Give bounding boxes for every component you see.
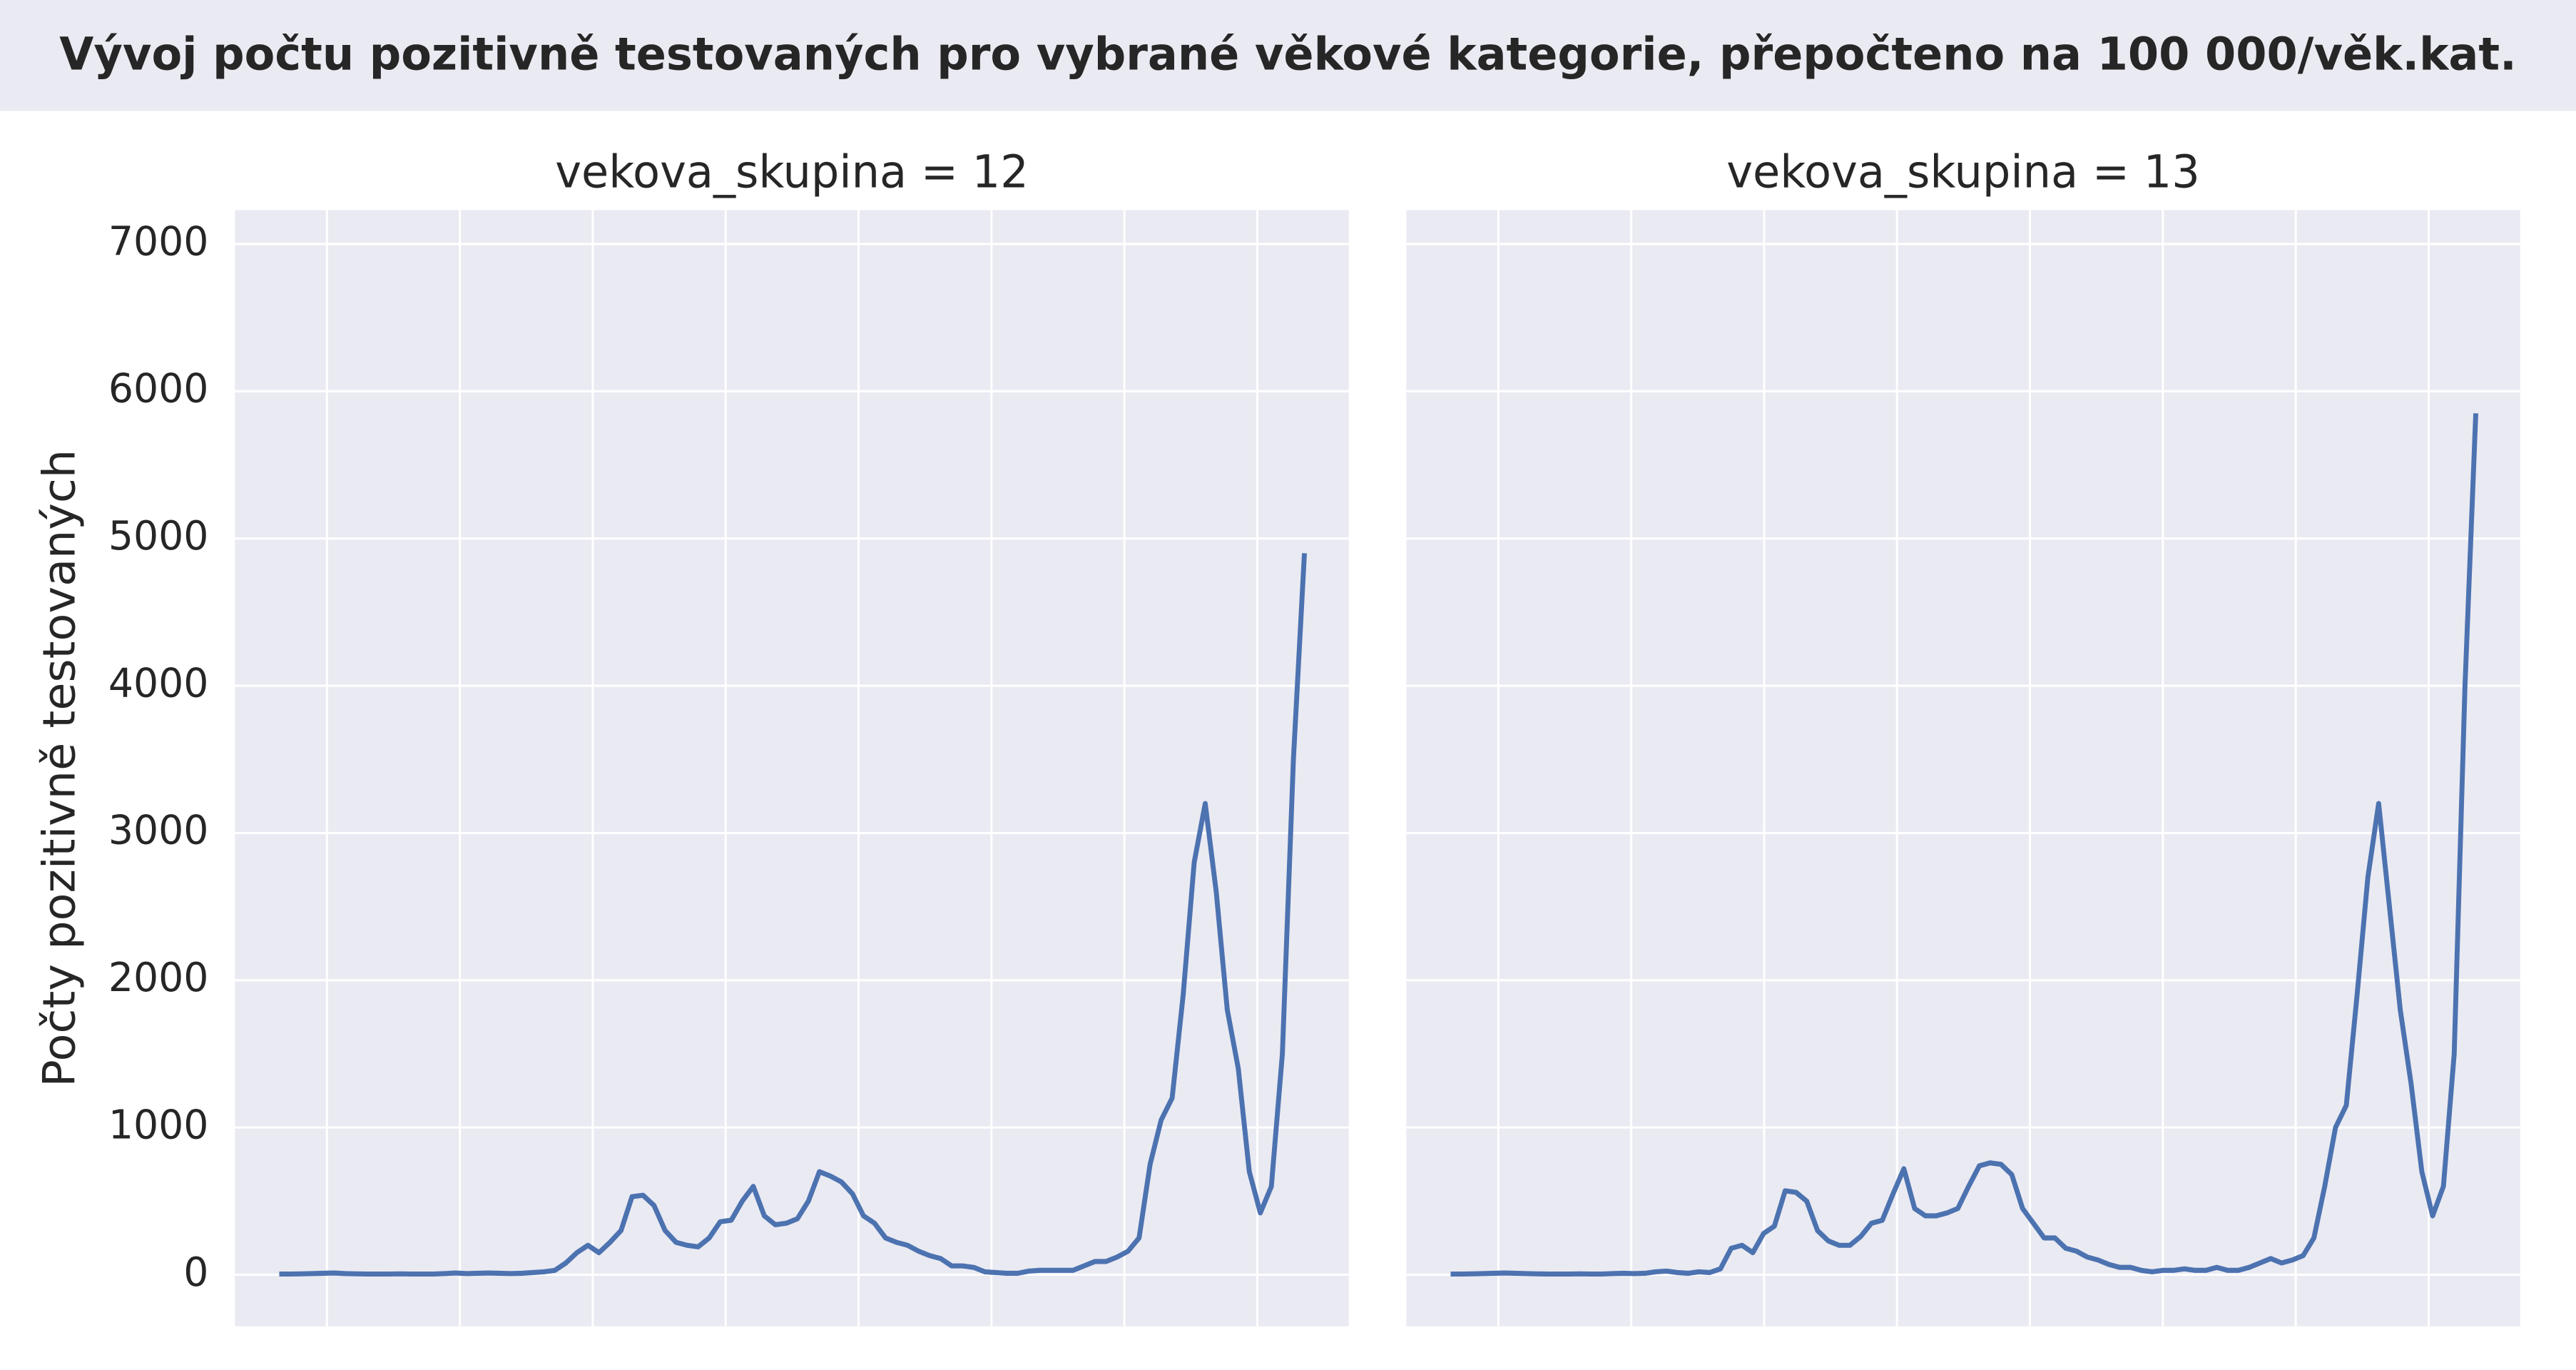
y-tick-label: 7000 [108, 218, 209, 265]
data-line [279, 553, 1307, 1277]
y-tick-label: 2000 [108, 955, 209, 1002]
y-tick-label: 1000 [108, 1102, 209, 1149]
y-tick-label: 5000 [108, 512, 209, 559]
plot-area [235, 210, 1349, 1326]
page-title: Vývoj počtu pozitivně testovaných pro vy… [59, 28, 2516, 81]
y-tick-label: 3000 [108, 807, 209, 854]
plot-area [1406, 210, 2520, 1326]
y-tick-label: 4000 [108, 660, 209, 707]
y-tick-label: 0 [183, 1249, 208, 1296]
y-axis-label: Počty pozitivně testovaných [34, 450, 85, 1087]
y-tick-label: 6000 [108, 365, 209, 412]
data-line [1450, 413, 2478, 1277]
panel-title: vekova_skupina = 13 [1726, 146, 2200, 198]
title-bar [0, 0, 2576, 111]
panel-title: vekova_skupina = 12 [555, 146, 1029, 198]
